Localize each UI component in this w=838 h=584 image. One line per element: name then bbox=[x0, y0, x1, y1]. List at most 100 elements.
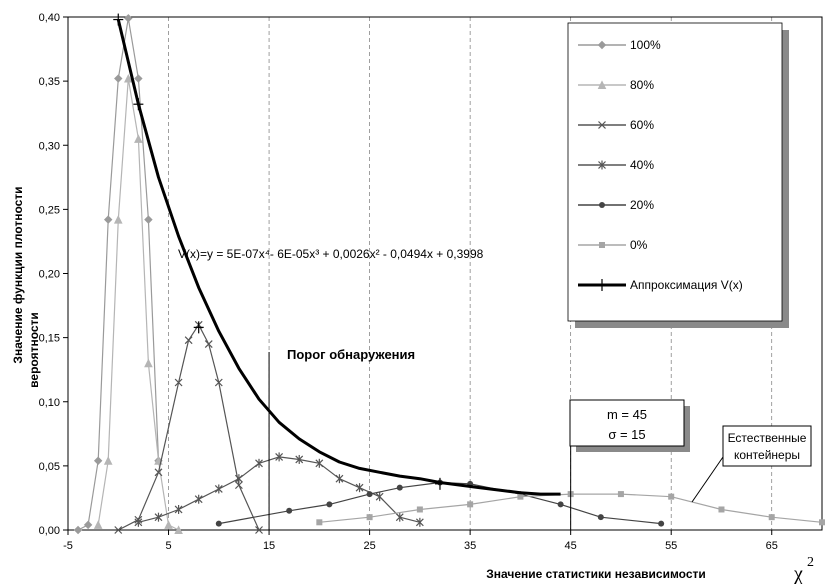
series-line bbox=[118, 324, 260, 531]
series-point bbox=[819, 519, 825, 526]
y-tick-label: 0,15 bbox=[39, 333, 60, 345]
legend-marker bbox=[599, 242, 605, 248]
x-axis-symbol-superscript: 2 bbox=[807, 555, 814, 570]
series-point bbox=[214, 378, 223, 387]
y-tick-label: 0,40 bbox=[39, 12, 60, 24]
stats-box bbox=[569, 399, 685, 447]
series-point bbox=[295, 454, 304, 464]
legend-label: 60% bbox=[630, 118, 654, 132]
axes: -5 5 15 25 35 45 55 65 0,00 0,05 0,10 0,15 0,20 0,25 0… bbox=[39, 12, 823, 552]
series-point bbox=[316, 519, 323, 526]
series-point bbox=[174, 504, 183, 514]
series-point bbox=[326, 501, 333, 508]
x-tick-label: 55 bbox=[665, 540, 677, 552]
series-point bbox=[93, 456, 103, 465]
series-point bbox=[124, 73, 133, 83]
series-point bbox=[104, 215, 113, 224]
series-point bbox=[174, 525, 183, 534]
series-point bbox=[154, 468, 163, 477]
series-point bbox=[134, 517, 143, 527]
legend-marker bbox=[599, 202, 605, 208]
series-point bbox=[517, 493, 524, 500]
callout-pointer bbox=[691, 456, 724, 503]
series-point bbox=[255, 458, 263, 468]
series-point bbox=[668, 493, 675, 500]
series-point bbox=[114, 526, 123, 534]
series-point bbox=[597, 514, 604, 521]
stats-line2: σ = 15 bbox=[608, 427, 645, 442]
series-1 bbox=[93, 73, 183, 534]
legend-label: 40% bbox=[630, 158, 654, 172]
x-axis-symbol: χ bbox=[793, 563, 803, 584]
series-point bbox=[144, 215, 153, 224]
callout-line2: контейнеры bbox=[734, 448, 800, 462]
legend-label: 100% bbox=[630, 38, 661, 52]
series-point bbox=[286, 507, 293, 514]
series-0 bbox=[73, 14, 163, 535]
stats-line1: m = 45 bbox=[607, 407, 647, 422]
series-point bbox=[154, 512, 163, 522]
series-point bbox=[768, 514, 775, 521]
series-point bbox=[375, 492, 384, 502]
series-point bbox=[396, 484, 403, 491]
series-point bbox=[255, 526, 263, 534]
y-tick-label: 0,30 bbox=[39, 140, 60, 152]
y-tick-label: 0,25 bbox=[39, 204, 60, 216]
legend-marker bbox=[598, 160, 606, 170]
series-point bbox=[73, 525, 83, 535]
x-tick-label: 25 bbox=[363, 540, 375, 552]
series-point bbox=[315, 458, 324, 468]
legend-marker bbox=[598, 121, 606, 129]
legend-box bbox=[567, 22, 783, 322]
series-point bbox=[124, 14, 133, 23]
series-point bbox=[718, 506, 725, 513]
legend-label: 80% bbox=[630, 78, 654, 92]
legend-marker bbox=[597, 40, 607, 50]
y-axis-title-line2: вероятности bbox=[27, 312, 41, 388]
equation-text: V(x)=y = 5E-07x⁴- 6E-05x³ + 0,0026x² - 0… bbox=[178, 247, 484, 261]
series-point bbox=[658, 520, 665, 527]
y-tick-label: 0,00 bbox=[39, 525, 60, 537]
annotations: V(x)=y = 5E-07x⁴- 6E-05x³ + 0,0026x² - 0… bbox=[178, 247, 812, 530]
series-point bbox=[114, 74, 123, 83]
series-point bbox=[134, 134, 143, 143]
series-point bbox=[204, 340, 213, 348]
series-layer bbox=[73, 13, 825, 535]
y-tick-label: 0,05 bbox=[39, 461, 60, 473]
series-point bbox=[366, 514, 373, 521]
x-tick-label: 45 bbox=[565, 540, 577, 552]
series-line bbox=[77, 17, 160, 531]
legend-label: 0% bbox=[630, 238, 648, 252]
legend-marker bbox=[597, 279, 607, 291]
series-point bbox=[103, 456, 113, 465]
series-point bbox=[93, 520, 103, 529]
x-tick-label: -5 bbox=[63, 540, 73, 552]
series-point bbox=[467, 501, 474, 508]
legend-marker bbox=[597, 80, 607, 89]
x-tick-label: 15 bbox=[263, 540, 275, 552]
series-2 bbox=[114, 320, 263, 534]
series-point bbox=[194, 494, 203, 504]
series-point bbox=[113, 13, 124, 26]
series-point bbox=[215, 520, 222, 527]
y-axis-title-line1: Значение функции плотности bbox=[11, 186, 25, 363]
x-tick-label: 65 bbox=[766, 540, 778, 552]
series-point bbox=[275, 452, 284, 462]
series-point bbox=[134, 74, 143, 83]
series-point bbox=[434, 477, 445, 490]
series-point bbox=[184, 336, 193, 345]
callout-line1: Естественные bbox=[728, 431, 807, 445]
series-point bbox=[174, 378, 183, 387]
series-point bbox=[395, 512, 404, 522]
series-point bbox=[164, 520, 173, 529]
callout-box bbox=[722, 425, 812, 467]
series-point bbox=[193, 321, 204, 334]
x-tick-label: 35 bbox=[464, 540, 476, 552]
y-tick-label: 0,35 bbox=[39, 76, 60, 88]
series-point bbox=[214, 484, 223, 494]
series-point bbox=[557, 501, 564, 508]
series-point bbox=[355, 483, 364, 493]
series-6 bbox=[113, 13, 561, 496]
legend-label: 20% bbox=[630, 198, 654, 212]
